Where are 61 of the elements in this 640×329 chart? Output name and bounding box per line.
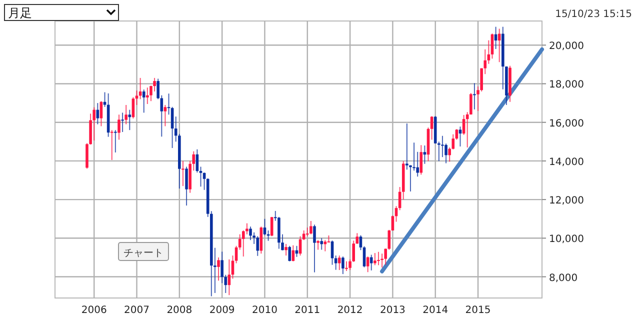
candlestick <box>288 245 292 262</box>
y-tick-label: 20,000 <box>549 41 584 52</box>
candlestick <box>135 90 138 106</box>
y-tick-label: 12,000 <box>549 196 584 207</box>
candlestick <box>342 256 344 275</box>
x-tick-label: 2012 <box>337 305 363 316</box>
candlestick <box>185 166 188 206</box>
candlestick <box>420 144 423 176</box>
candlestick <box>362 246 366 268</box>
candlestick <box>430 116 434 140</box>
x-tick-label: 2011 <box>294 305 320 316</box>
x-tick-label: 2006 <box>81 305 107 316</box>
x-tick-label: 2015 <box>465 305 491 316</box>
candlestick <box>498 28 501 63</box>
candlestick <box>310 220 312 235</box>
candlestick <box>374 252 376 266</box>
candlestick <box>124 104 128 125</box>
candlestick <box>92 106 96 141</box>
candlestick <box>313 224 316 273</box>
text: 15/10/23 15:15 <box>555 9 632 20</box>
candlestick <box>284 243 288 256</box>
x-tick-label: 2009 <box>209 305 235 316</box>
x-tick-label: 2014 <box>422 305 448 316</box>
candlestick <box>327 234 330 243</box>
candlestick <box>118 114 120 140</box>
candlestick <box>110 130 114 160</box>
candlestick <box>458 126 462 147</box>
candlestick <box>249 226 252 241</box>
candlestick <box>377 251 380 266</box>
annotation: チャート <box>124 248 164 259</box>
candlestick <box>338 255 341 271</box>
candlestick <box>217 256 220 282</box>
candlestick <box>370 254 373 271</box>
candlestick <box>128 109 132 131</box>
candlestick <box>462 114 466 136</box>
x-tick-label: 2010 <box>252 305 278 316</box>
candlestick <box>263 218 266 236</box>
candlestick <box>114 130 117 153</box>
x-tick-label: 2007 <box>124 305 150 316</box>
candlestick <box>121 112 124 132</box>
candlestick <box>142 89 146 114</box>
x-tick-label: 2008 <box>166 305 192 316</box>
candlestick <box>345 260 348 272</box>
candlestick <box>100 100 103 127</box>
candlestick <box>164 104 167 127</box>
y-tick-label: 16,000 <box>549 118 584 130</box>
y-tick-label: 14,000 <box>549 156 584 168</box>
candlestick <box>256 236 260 256</box>
text: 月足 <box>8 6 32 20</box>
candlestick <box>391 215 394 232</box>
y-tick-label: 8,000 <box>549 272 578 284</box>
candlestick <box>359 234 362 251</box>
y-tick-label: 18,000 <box>549 80 584 91</box>
candlestick <box>316 240 320 250</box>
candlestick <box>320 238 324 250</box>
candlestick <box>473 82 476 110</box>
y-tick-label: 10,000 <box>549 234 584 246</box>
candlestick <box>228 258 231 296</box>
candlestick <box>146 87 149 105</box>
x-tick-label: 2013 <box>380 305 406 316</box>
candlestick <box>182 160 184 187</box>
